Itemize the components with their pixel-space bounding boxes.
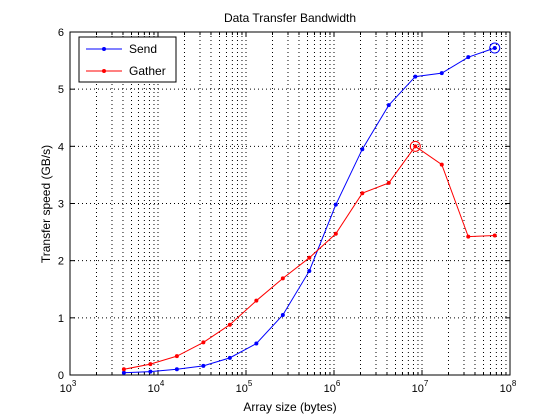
data-point-send	[121, 370, 126, 375]
data-point-send	[386, 103, 391, 108]
series-gather	[121, 140, 497, 372]
data-point-gather	[174, 354, 179, 359]
y-tick-label: 5	[58, 84, 64, 96]
data-point-gather	[360, 191, 365, 196]
x-tick-label: 106	[324, 379, 341, 395]
data-point-gather	[227, 322, 232, 327]
x-tick-label: 105	[236, 379, 253, 395]
data-point-send	[360, 147, 365, 152]
data-point-send	[201, 363, 206, 368]
data-point-send	[227, 355, 232, 360]
data-point-send	[148, 369, 153, 374]
legend-label-gather: Gather	[129, 64, 166, 78]
data-point-gather	[386, 180, 391, 185]
legend-label-send: Send	[129, 42, 157, 56]
data-point-gather	[439, 162, 444, 167]
data-point-gather	[307, 255, 312, 260]
highlight-marker-gather	[409, 140, 421, 152]
data-point-gather	[280, 276, 285, 281]
x-tick-label: 107	[412, 379, 429, 395]
grid	[70, 32, 510, 375]
data-point-send	[439, 71, 444, 76]
data-point-gather	[121, 367, 126, 372]
data-point-send	[333, 202, 338, 207]
data-point-send	[466, 55, 471, 60]
series-line-send	[123, 47, 495, 374]
data-point-send	[174, 367, 179, 372]
highlight-marker-send	[489, 42, 501, 54]
data-point-send	[492, 46, 497, 51]
data-point-gather	[201, 340, 206, 345]
data-point-gather	[492, 233, 497, 238]
x-tick-label: 104	[148, 379, 165, 395]
y-tick-label: 1	[58, 313, 64, 325]
data-point-gather	[333, 231, 338, 236]
series-layer	[121, 42, 501, 375]
chart-title: Data Transfer Bandwidth	[224, 11, 356, 25]
legend-box	[78, 36, 177, 83]
data-point-gather	[148, 362, 153, 367]
y-tick-label: 4	[58, 141, 64, 153]
x-axis-label: Array size (bytes)	[243, 400, 336, 414]
data-point-gather	[466, 234, 471, 239]
legend-marker-send	[102, 47, 106, 51]
y-tick-label: 3	[58, 199, 64, 211]
y-tick-label: 2	[58, 256, 64, 268]
data-point-send	[280, 312, 285, 317]
x-tick-label: 103	[60, 379, 77, 395]
axis-ticks: 0 1 2 3 4 5 6 103 104 105 106 107 108	[58, 27, 517, 395]
data-point-send	[307, 268, 312, 273]
data-point-gather	[413, 144, 418, 149]
data-point-gather	[254, 298, 259, 303]
data-point-send	[254, 341, 259, 346]
legend-marker-gather	[102, 69, 106, 73]
data-point-send	[413, 74, 418, 79]
x-tick-label: 108	[500, 379, 517, 395]
legend: Send Gather	[78, 36, 177, 83]
y-tick-label: 6	[58, 27, 64, 39]
y-axis-label: Transfer speed (GB/s)	[39, 145, 53, 263]
y-tick-label: 0	[58, 370, 64, 382]
series-send	[121, 42, 501, 375]
